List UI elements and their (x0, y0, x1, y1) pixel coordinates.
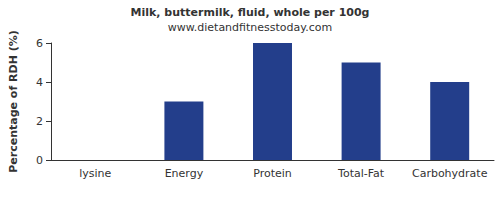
svg-text:Total-Fat: Total-Fat (337, 167, 385, 180)
svg-text:lysine: lysine (79, 167, 111, 180)
svg-text:www.dietandfitnesstoday.com: www.dietandfitnesstoday.com (168, 21, 332, 34)
svg-text:Milk, buttermilk, fluid, whole: Milk, buttermilk, fluid, whole per 100g (131, 6, 370, 19)
svg-text:Carbohydrate: Carbohydrate (412, 167, 488, 180)
svg-text:Protein: Protein (253, 167, 292, 180)
svg-text:2: 2 (36, 115, 43, 128)
svg-text:Energy: Energy (165, 167, 204, 180)
svg-text:0: 0 (36, 154, 43, 167)
svg-text:4: 4 (36, 76, 43, 89)
svg-text:Percentage of RDH (%): Percentage of RDH (%) (7, 30, 20, 173)
svg-text:6: 6 (36, 37, 43, 50)
